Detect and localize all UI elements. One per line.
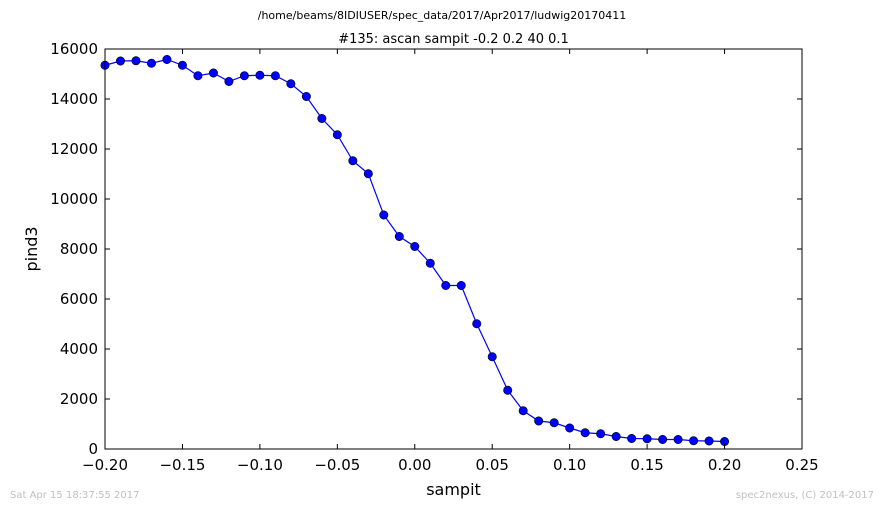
- data-point: [286, 79, 296, 89]
- x-tick-label: 0.10: [553, 456, 586, 474]
- data-point: [518, 406, 528, 416]
- data-point: [673, 434, 683, 444]
- x-tick-label: −0.10: [237, 456, 283, 474]
- data-point: [410, 242, 420, 252]
- chart-suptitle: /home/beams/8IDIUSER/spec_data/2017/Apr2…: [258, 9, 627, 22]
- footer-timestamp: Sat Apr 15 18:37:55 2017: [10, 490, 140, 501]
- data-point: [115, 56, 125, 66]
- y-axis-label: pind3: [22, 226, 41, 271]
- data-point: [270, 71, 280, 81]
- x-tick-label: 0.15: [630, 456, 663, 474]
- data-point: [425, 258, 435, 268]
- x-tick-label: 0.00: [398, 456, 431, 474]
- data-point: [503, 385, 513, 395]
- data-point: [301, 92, 311, 102]
- data-point: [642, 434, 652, 444]
- x-tick-label: −0.15: [159, 456, 205, 474]
- data-point: [208, 68, 218, 78]
- y-tick-label: 6000: [60, 290, 98, 308]
- data-point: [162, 54, 172, 64]
- data-point: [146, 58, 156, 68]
- data-point: [363, 169, 373, 179]
- data-point: [332, 130, 342, 140]
- data-point: [394, 232, 404, 242]
- data-point: [348, 156, 358, 166]
- data-point: [549, 418, 559, 428]
- chart-title: #135: ascan sampit -0.2 0.2 40 0.1: [338, 32, 569, 47]
- data-point: [317, 114, 327, 124]
- data-point: [487, 352, 497, 362]
- data-point: [224, 77, 234, 87]
- data-point: [565, 423, 575, 433]
- data-point: [704, 436, 714, 446]
- x-tick-label: 0.25: [785, 456, 818, 474]
- data-point: [627, 433, 637, 443]
- y-tick-label: 2000: [60, 390, 98, 408]
- footer-credit: spec2nexus, (C) 2014-2017: [736, 490, 874, 501]
- data-point: [441, 280, 451, 290]
- data-point: [596, 429, 606, 439]
- x-tick-label: −0.20: [82, 456, 128, 474]
- plot-marks: [100, 54, 730, 446]
- data-point: [193, 71, 203, 81]
- data-point: [177, 60, 187, 70]
- y-tick-label: 0: [88, 440, 98, 458]
- x-axis-label: sampit: [426, 480, 481, 499]
- y-tick-label: 16000: [50, 40, 98, 58]
- data-point: [472, 319, 482, 329]
- data-point: [131, 56, 141, 66]
- x-tick-label: 0.20: [708, 456, 741, 474]
- data-point: [658, 434, 668, 444]
- data-point: [689, 436, 699, 446]
- y-tick-label: 12000: [50, 140, 98, 158]
- data-point: [239, 71, 249, 81]
- data-point: [611, 431, 621, 441]
- plot-frame: [104, 48, 803, 450]
- data-point: [534, 416, 544, 426]
- y-tick-label: 8000: [60, 240, 98, 258]
- y-tick-label: 10000: [50, 190, 98, 208]
- plot-area: [105, 49, 802, 449]
- data-point: [379, 210, 389, 220]
- data-point: [580, 428, 590, 438]
- y-tick-label: 14000: [50, 90, 98, 108]
- data-point: [456, 280, 466, 290]
- x-tick-label: 0.05: [476, 456, 509, 474]
- data-point: [255, 70, 265, 80]
- x-tick-label: −0.05: [314, 456, 360, 474]
- y-tick-label: 4000: [60, 340, 98, 358]
- axis-ticks: −0.20 −0.15 −0.10 −0.05 0.00 0.05 0.10 0.15 0.20…: [50, 40, 818, 474]
